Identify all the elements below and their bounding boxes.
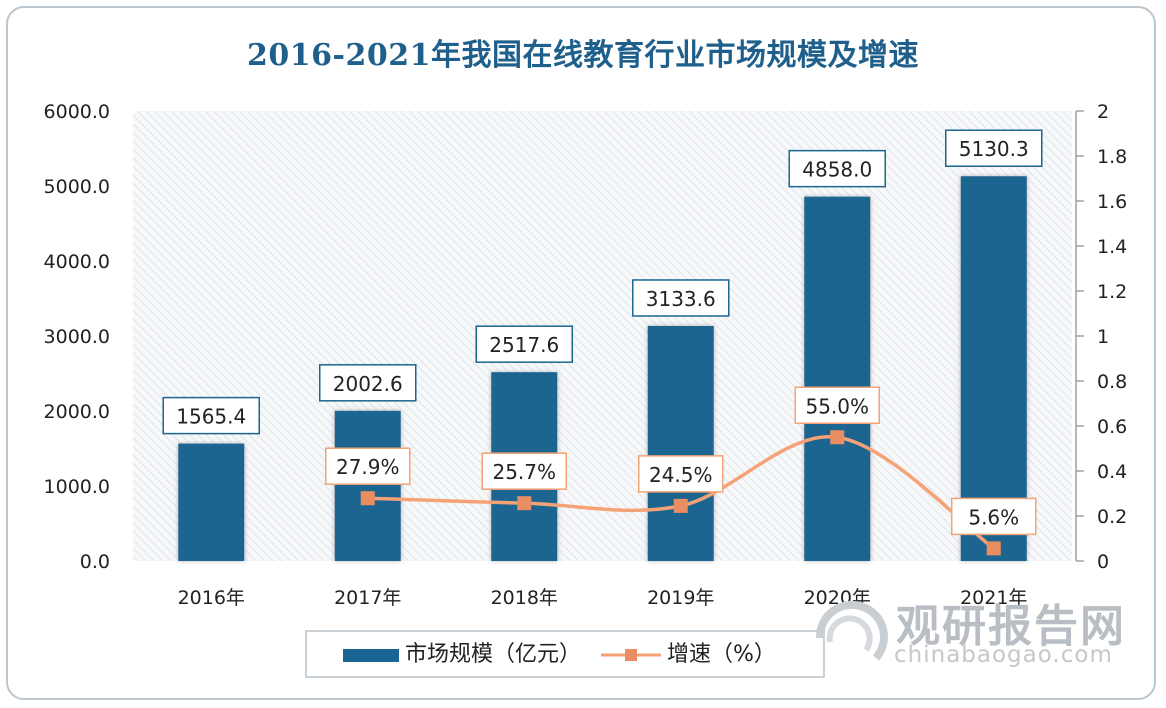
line-label-box [951,497,1037,536]
right-tick-label: 1.4 [1097,236,1127,258]
bar-label-box [319,364,417,402]
right-tick-label: 0.2 [1097,506,1127,528]
plot-background [133,111,1072,561]
growth-line-series [360,430,1001,556]
x-category-label: 2017年 [334,587,401,609]
left-y-axis: 0.0 1000.0 2000.0 3000.0 4000.0 5000.0 6000.0 [44,101,110,573]
bar [334,410,401,561]
legend-item-market-size: 市场规模（亿元） [343,641,581,669]
bar-label-box [788,149,886,188]
line-label-box [794,386,880,424]
line-label-box [481,452,567,490]
bar-label-box [475,325,573,363]
bar [804,196,871,561]
legend-swatch-bar [343,648,399,662]
bar-label-box [945,129,1043,167]
left-tick-label: 6000.0 [44,101,110,123]
growth-point [517,496,532,511]
bar-data-label: 5130.3 [959,137,1029,161]
bar-label-box [162,396,260,435]
x-category-label: 2018年 [491,587,558,609]
line-label-box [638,455,724,493]
bar [647,325,714,561]
right-tick-label: 0.6 [1097,416,1127,438]
growth-point [830,430,845,445]
line-data-labels: 27.9% 25.7% 24.5% 55.0% 5.6% [325,386,1037,536]
right-tick-label: 1.2 [1097,281,1127,303]
watermark-logo-icon [815,600,888,661]
right-tick-label: 2 [1097,101,1109,123]
right-tick-label: 1 [1097,326,1109,348]
line-data-label: 24.5% [649,463,713,487]
right-tick-label: 0.4 [1097,461,1127,483]
x-category-label: 2016年 [178,587,245,609]
x-category-label: 2021年 [960,587,1027,609]
bar-data-label: 2517.6 [489,333,559,357]
left-tick-label: 4000.0 [44,251,110,273]
bar-data-label: 1565.4 [176,405,246,429]
growth-point [673,498,688,513]
bar [960,176,1027,562]
watermark: 观研报告网 chinabaogao.com [806,588,1136,678]
chart-title: 2016-2021年我国在线教育行业市场规模及增速 [247,38,919,73]
right-tick-label: 0.8 [1097,371,1127,393]
right-tick-label: 0 [1097,551,1109,573]
bar-data-labels: 1565.4 2002.6 2517.6 3133.6 4858.0 5130.3 [162,129,1043,435]
bar-data-label: 2002.6 [333,372,403,396]
line-data-label: 55.0% [805,394,869,418]
left-tick-label: 2000.0 [44,401,110,423]
left-tick-label: 0.0 [80,551,110,573]
left-tick-label: 1000.0 [44,476,110,498]
growth-point [986,541,1001,556]
bar-data-label: 4858.0 [802,158,872,182]
legend-label-growth: 增速（%） [667,642,776,667]
watermark-cn: 观研报告网 [896,601,1126,652]
bar-label-box [632,279,730,317]
line-data-label: 27.9% [336,455,400,479]
left-tick-label: 5000.0 [44,176,110,198]
legend-label-market-size: 市场规模（亿元） [405,642,582,667]
watermark-en: chinabaogao.com [894,642,1113,668]
legend: 市场规模（亿元） 增速（%） [305,630,825,678]
legend-item-growth: 增速（%） [599,641,776,669]
bar-data-label: 3133.6 [646,287,716,311]
left-tick-label: 3000.0 [44,326,110,348]
right-tick-label: 1.8 [1097,146,1127,168]
line-label-box [325,447,411,485]
right-tick-label: 1.6 [1097,191,1127,213]
line-data-label: 5.6% [968,505,1019,529]
bar [178,443,245,561]
right-y-axis: 0 0.2 0.4 0.6 0.8 1 1.2 1.4 1.6 1.8 2 [1075,101,1127,573]
legend-swatch-line [601,649,661,661]
x-category-label: 2019年 [647,587,714,609]
line-data-label: 25.7% [492,460,556,484]
growth-point [360,491,375,506]
